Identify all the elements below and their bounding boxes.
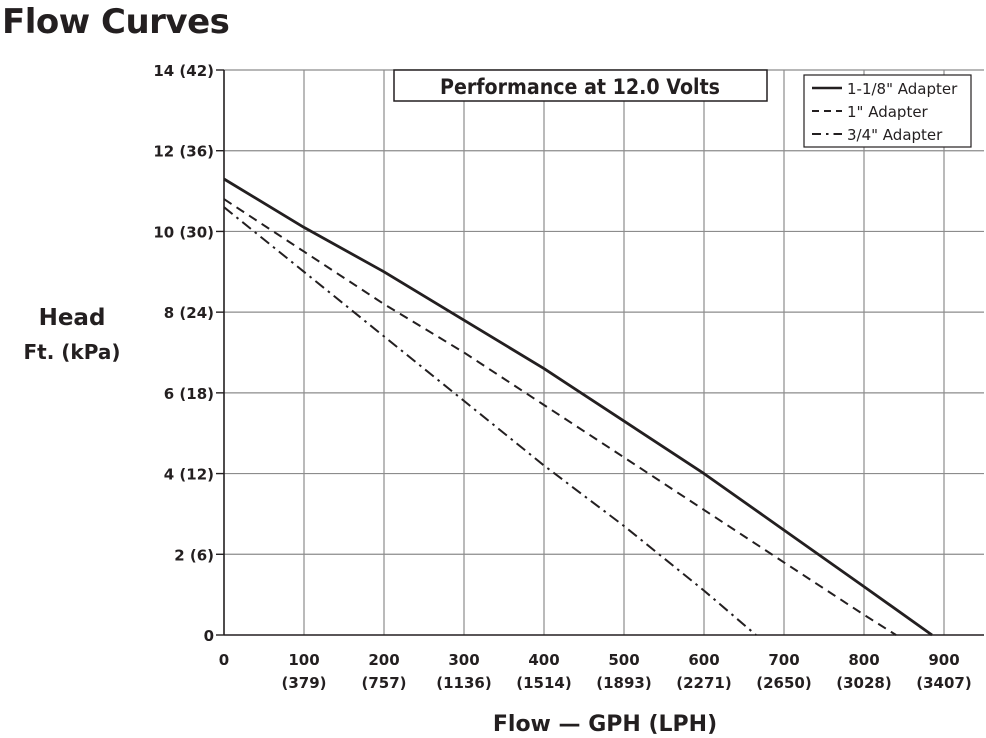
y-tick-label: 0 bbox=[204, 627, 214, 645]
y-tick-label: 10 (30) bbox=[153, 223, 214, 241]
legend-label: 1-1/8" Adapter bbox=[847, 80, 958, 98]
x-tick-sublabel: (2650) bbox=[756, 674, 811, 692]
series-line-3 bbox=[223, 206, 757, 636]
series-line-1 bbox=[223, 177, 933, 637]
series-lines bbox=[223, 177, 933, 637]
chart-title: Performance at 12.0 Volts bbox=[440, 75, 720, 99]
page-title: Flow Curves bbox=[2, 2, 230, 42]
chart-title-box: Performance at 12.0 Volts bbox=[393, 69, 768, 102]
x-tick-label: 0 bbox=[219, 651, 229, 669]
x-tick-sublabel: (379) bbox=[281, 674, 326, 692]
x-tick-sublabel: (757) bbox=[361, 674, 406, 692]
y-tick-label: 14 (42) bbox=[153, 62, 214, 80]
x-tick-label: 900 bbox=[928, 651, 959, 669]
x-tick-label: 200 bbox=[368, 651, 399, 669]
x-axis-label: Flow — GPH (LPH) bbox=[493, 712, 717, 737]
x-tick-sublabel: (1893) bbox=[596, 674, 651, 692]
legend-label: 3/4" Adapter bbox=[847, 126, 943, 144]
series-line-2 bbox=[223, 198, 897, 636]
tick-labels: 0 2 (6) 4 (12) 6 (18) 8 (24) 10 (30) 12 (36) 14… bbox=[153, 62, 971, 692]
x-tick-sublabel: (1136) bbox=[436, 674, 491, 692]
y-tick-label: 2 (6) bbox=[174, 546, 214, 564]
x-tick-label: 300 bbox=[448, 651, 479, 669]
legend: 1-1/8" Adapter 1" Adapter 3/4" Adapter bbox=[803, 74, 972, 148]
y-tick-label: 8 (24) bbox=[164, 304, 214, 322]
x-tick-sublabel: (3028) bbox=[836, 674, 891, 692]
y-axis-label-line1: Head bbox=[39, 305, 106, 331]
x-tick-label: 600 bbox=[688, 651, 719, 669]
x-tick-sublabel: (3407) bbox=[916, 674, 971, 692]
x-tick-sublabel: (2271) bbox=[676, 674, 731, 692]
x-tick-label: 800 bbox=[848, 651, 879, 669]
x-tick-label: 700 bbox=[768, 651, 799, 669]
x-tick-label: 500 bbox=[608, 651, 639, 669]
y-tick-label: 4 (12) bbox=[164, 466, 214, 484]
x-tick-label: 100 bbox=[288, 651, 319, 669]
y-axis-label-line2: Ft. (kPa) bbox=[24, 340, 121, 364]
x-tick-label: 400 bbox=[528, 651, 559, 669]
grid-lines bbox=[224, 69, 984, 635]
axes bbox=[216, 69, 984, 636]
legend-label: 1" Adapter bbox=[847, 103, 929, 121]
y-tick-label: 12 (36) bbox=[153, 143, 214, 161]
y-tick-label: 6 (18) bbox=[164, 385, 214, 403]
x-tick-sublabel: (1514) bbox=[516, 674, 571, 692]
